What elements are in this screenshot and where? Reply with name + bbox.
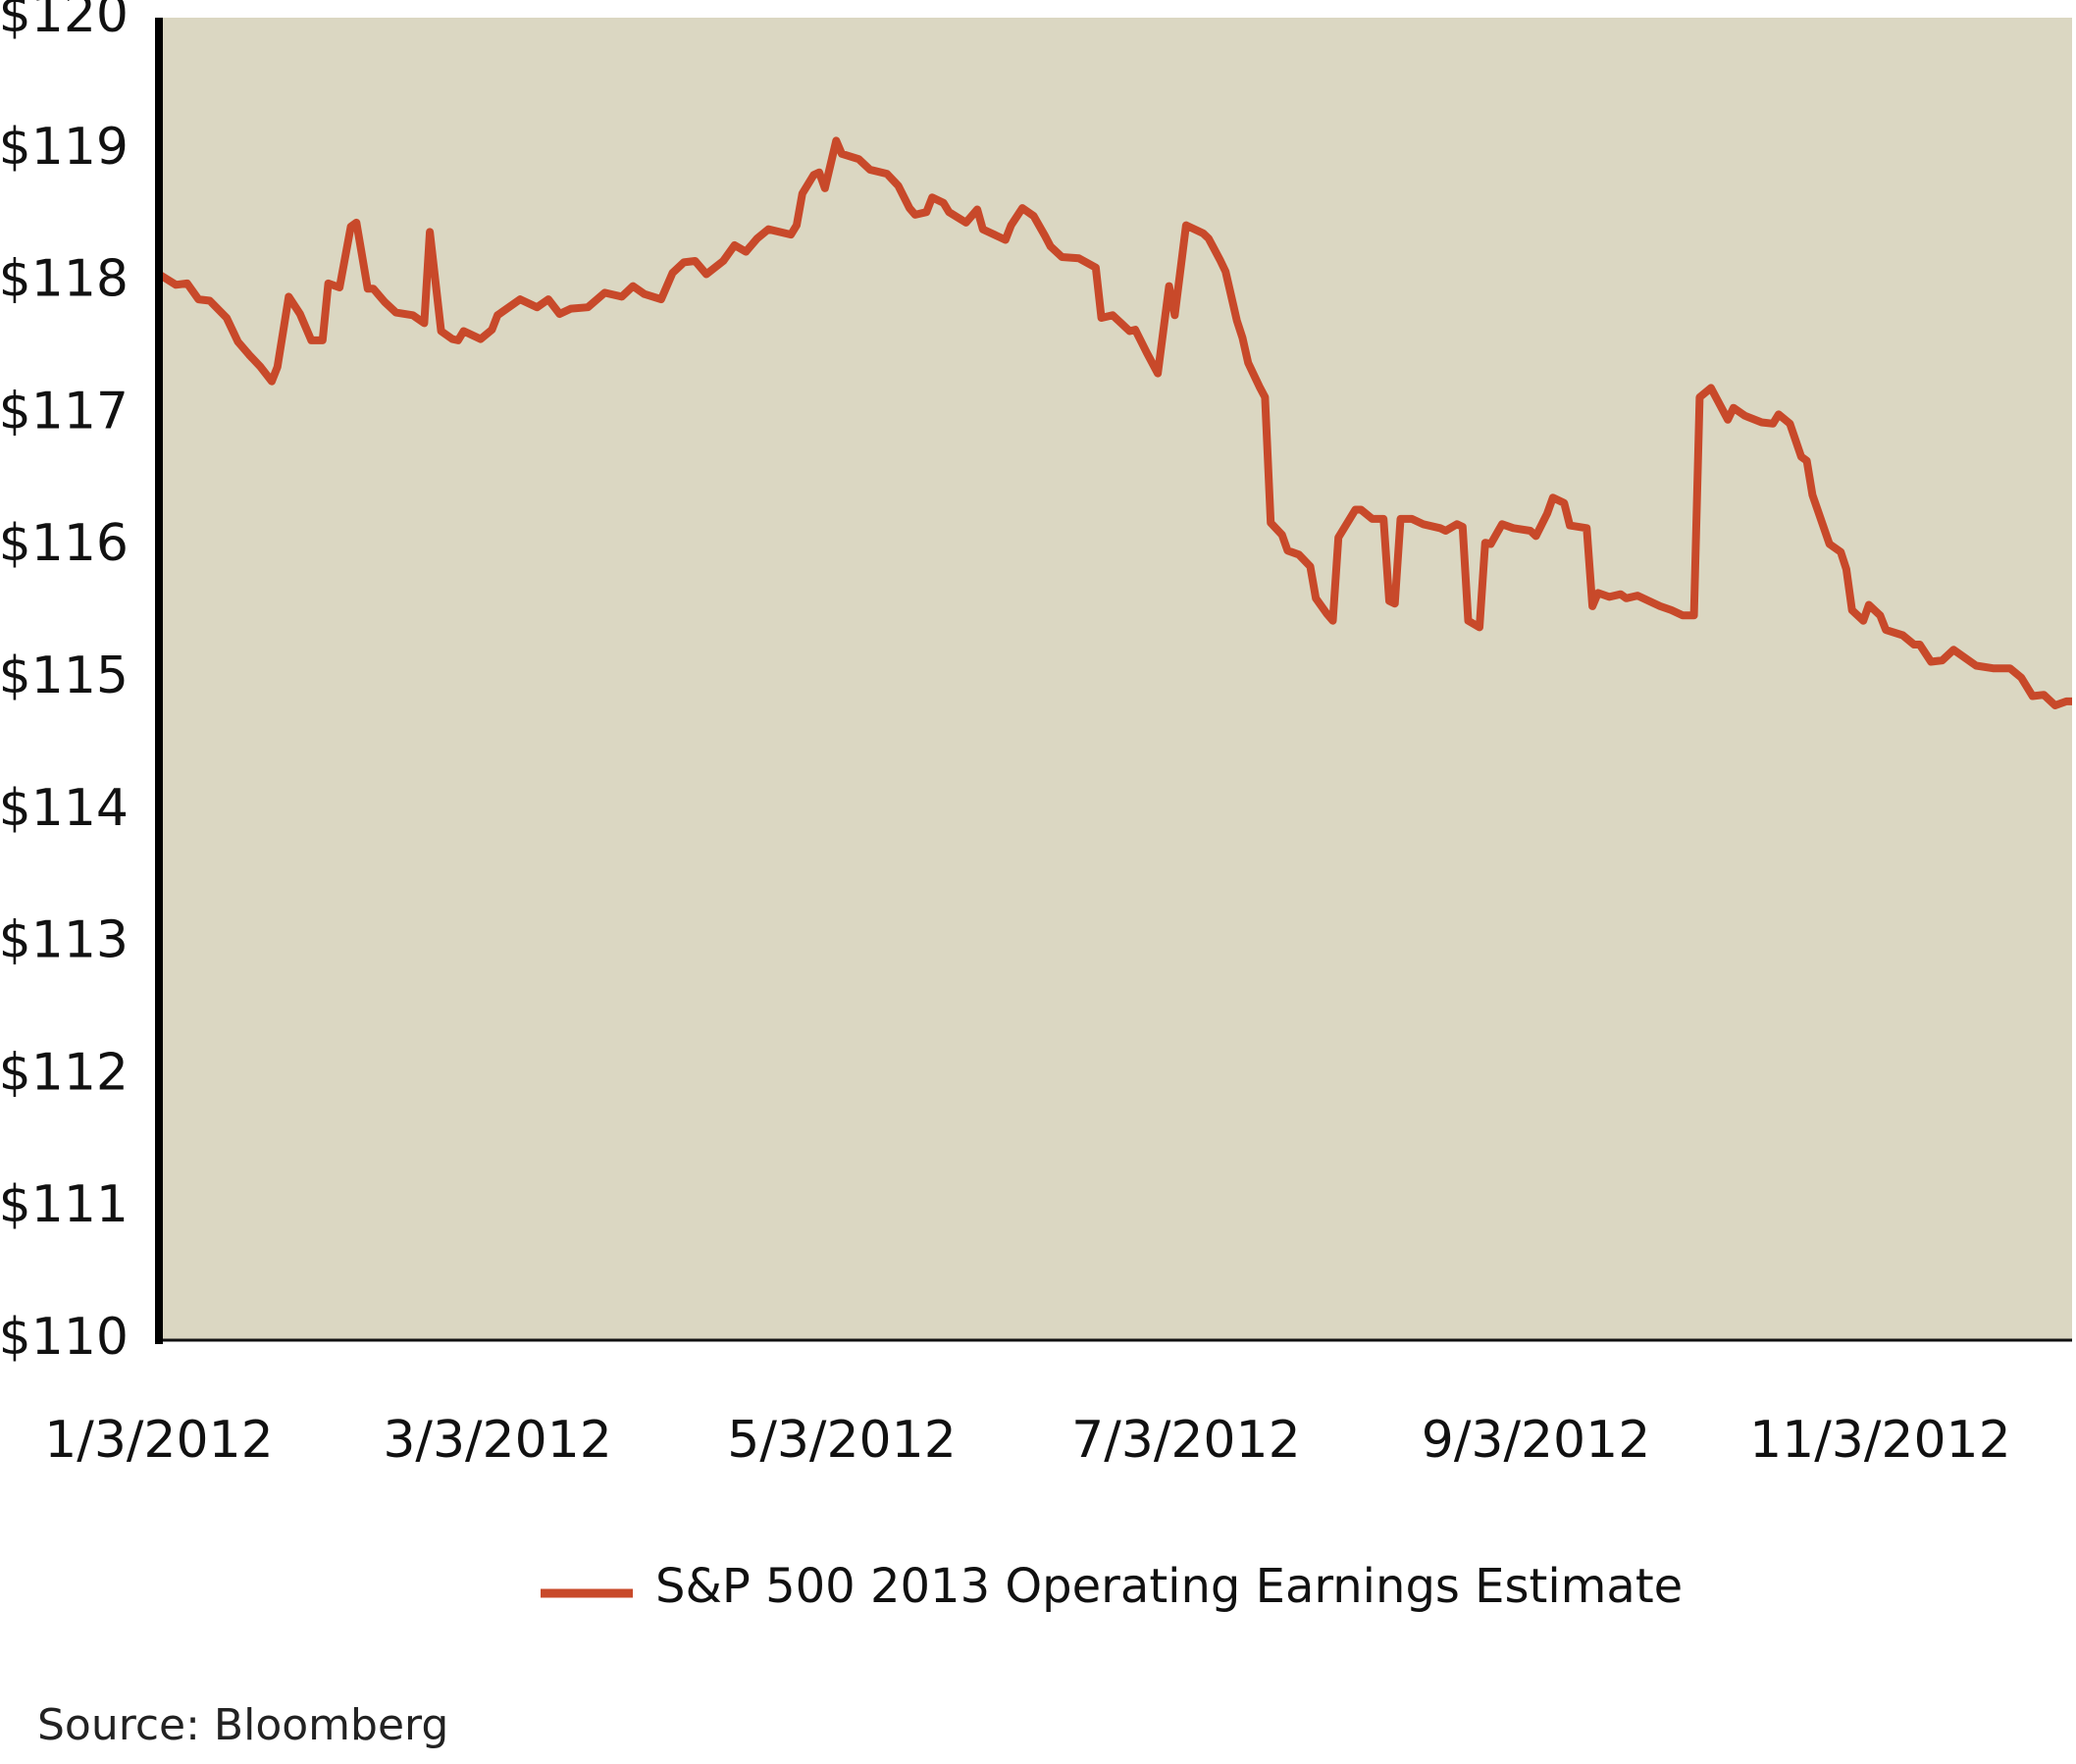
- y-tick-label: $120: [0, 0, 129, 44]
- y-tick-label: $119: [0, 118, 129, 177]
- data-line: [156, 136, 2072, 709]
- source-note: Source: Bloomberg: [37, 1700, 448, 1750]
- y-tick-label: $117: [0, 382, 129, 441]
- x-tick-label: 1/3/2012: [44, 1411, 274, 1470]
- x-tick-label: 5/3/2012: [727, 1411, 957, 1470]
- x-tick-label: 9/3/2012: [1422, 1411, 1651, 1470]
- y-tick-label: $116: [0, 514, 129, 573]
- plot-area: [159, 18, 2072, 1340]
- legend-label: S&P 500 2013 Operating Earnings Estimate: [655, 1559, 1683, 1614]
- x-tick-label: 11/3/2012: [1749, 1411, 2011, 1470]
- y-tick-label: $112: [0, 1043, 129, 1102]
- x-tick-label: 7/3/2012: [1071, 1411, 1301, 1470]
- y-tick-label: $110: [0, 1308, 129, 1367]
- y-tick-label: $115: [0, 647, 129, 705]
- y-tick-label: $114: [0, 779, 129, 838]
- y-tick-label: $111: [0, 1175, 129, 1234]
- y-tick-label: $118: [0, 250, 129, 309]
- y-tick-label: $113: [0, 911, 129, 970]
- x-tick-label: 3/3/2012: [383, 1411, 612, 1470]
